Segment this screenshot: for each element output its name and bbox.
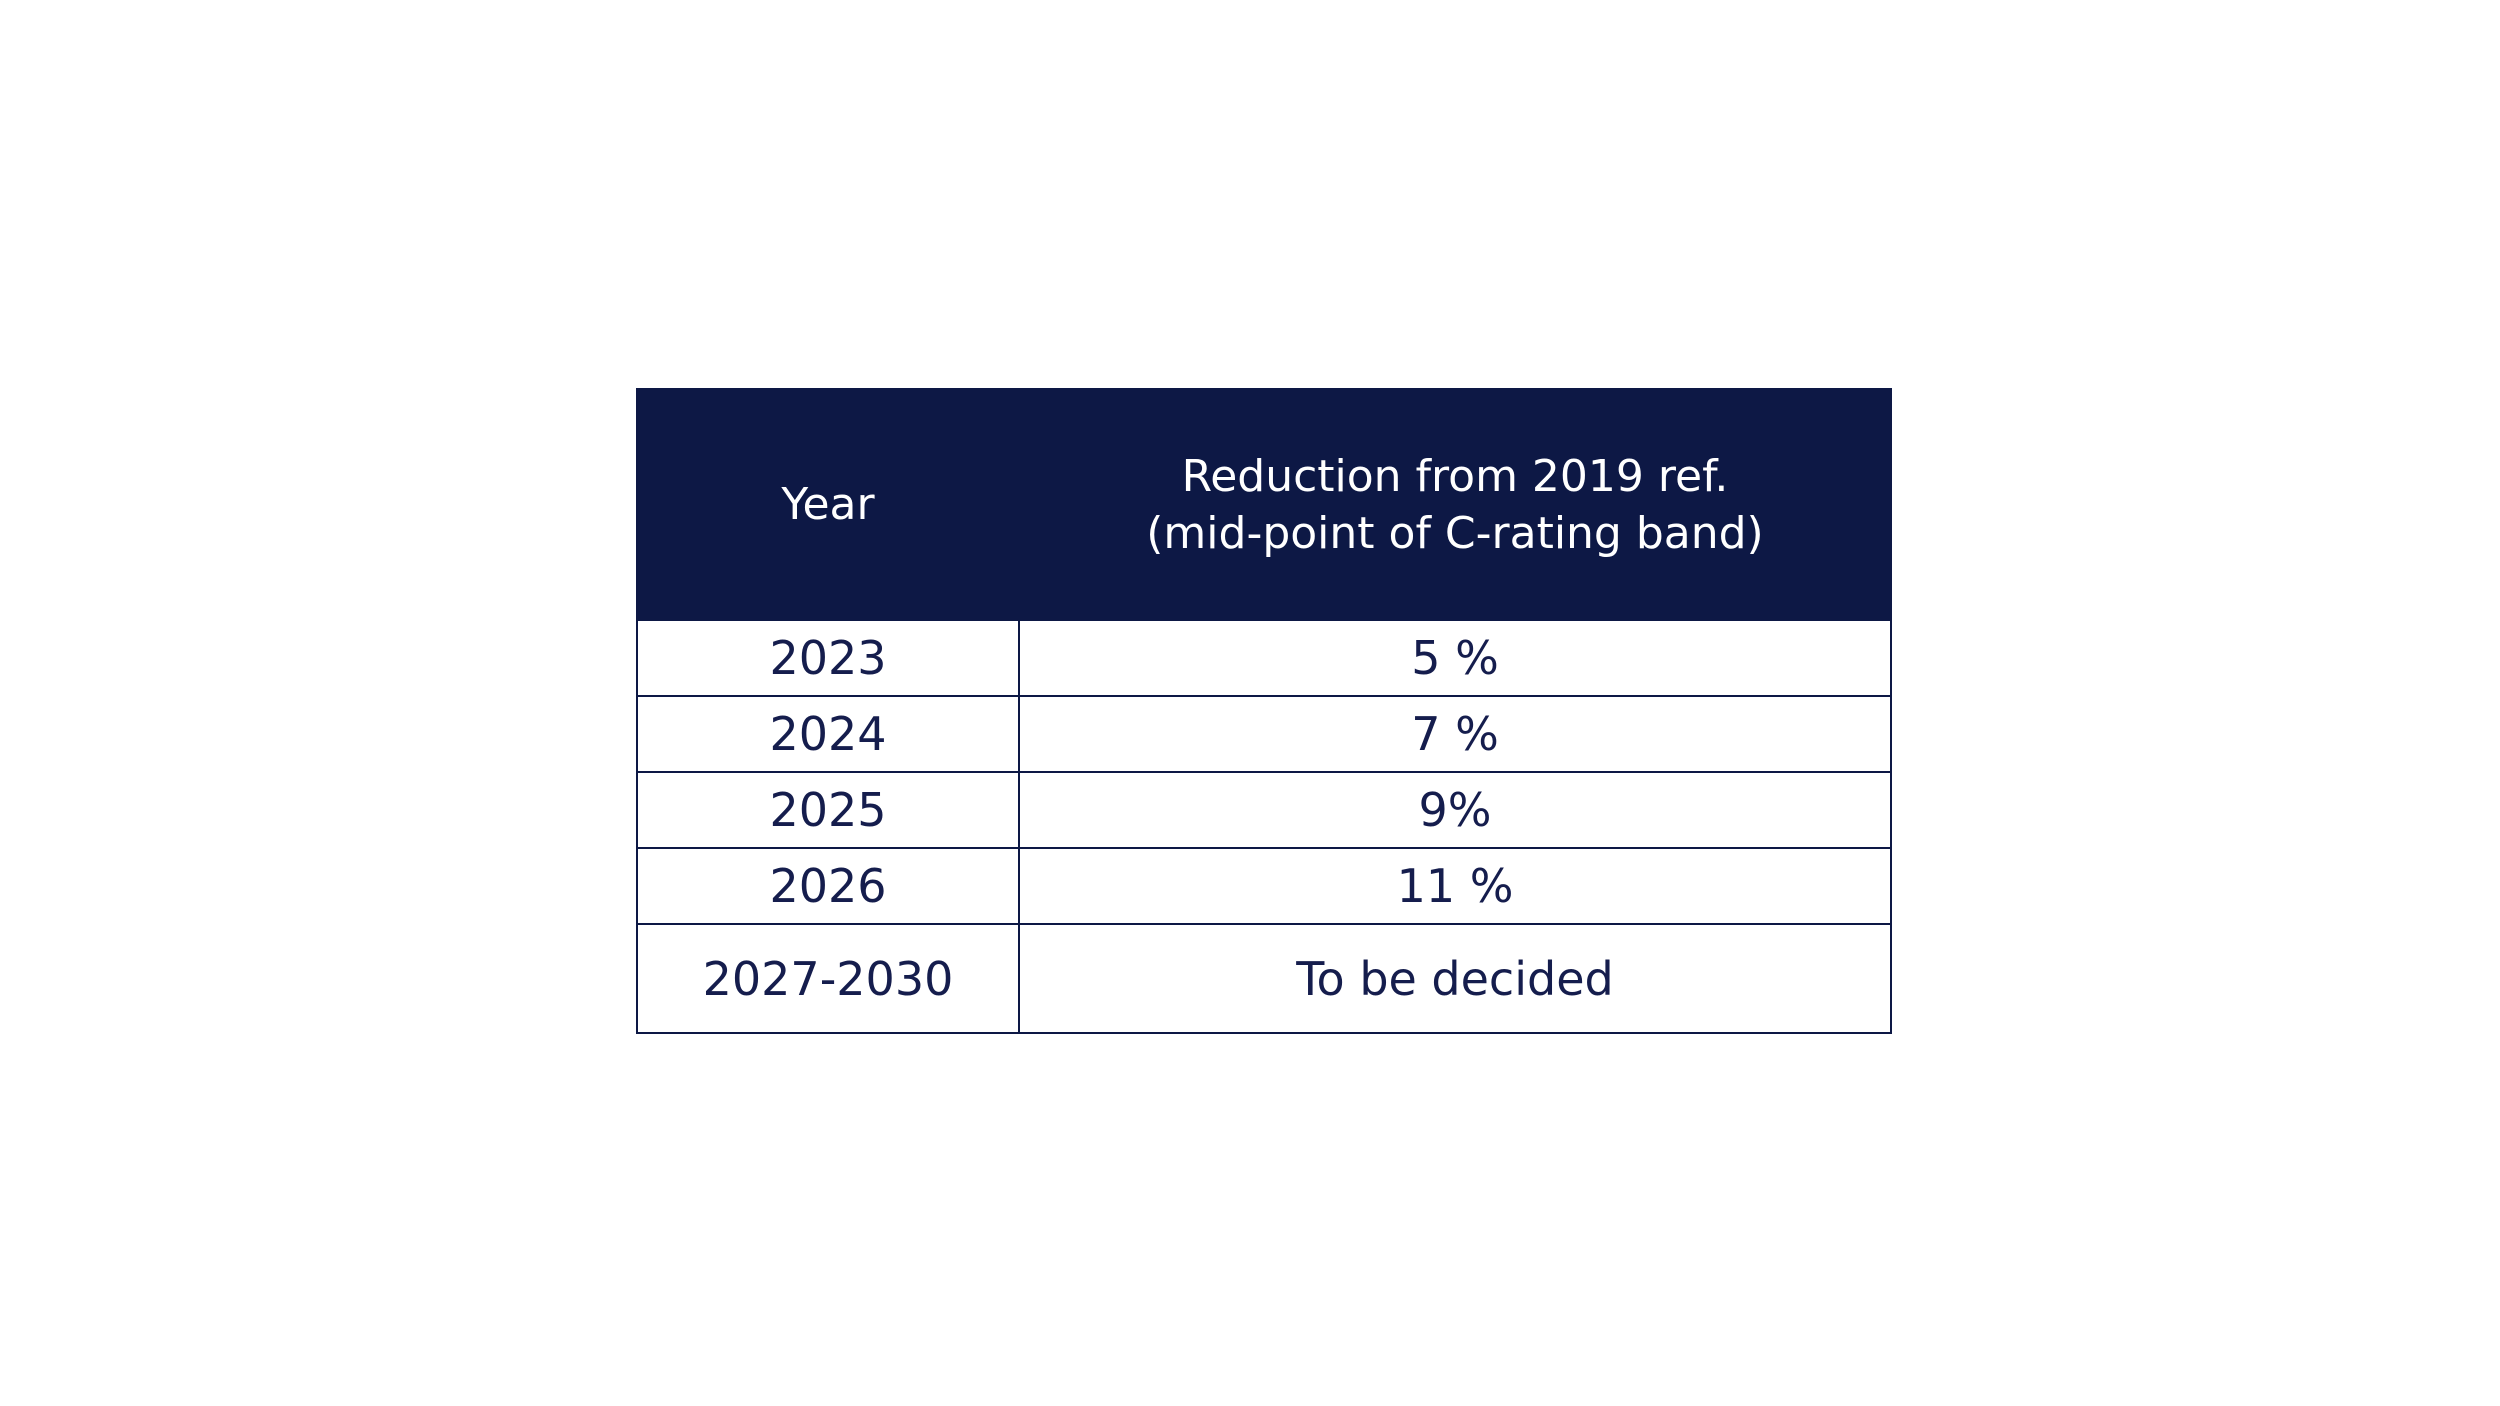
reduction-cell: 9% [1018, 771, 1892, 849]
reduction-cell: 5 % [1018, 619, 1892, 697]
table-row: 2025 9% [636, 771, 1892, 849]
year-cell: 2024 [636, 695, 1020, 773]
header-line: Reduction from 2019 ref. [1181, 450, 1729, 502]
reduction-cell: 11 % [1018, 847, 1892, 925]
year-cell: 2026 [636, 847, 1020, 925]
year-cell: 2025 [636, 771, 1020, 849]
table-row: 2026 11 % [636, 847, 1892, 925]
table-row: 2027-2030 To be decided [636, 923, 1892, 1034]
table-body: 2023 5 % 2024 7 % 2025 9% 2026 11 % 2027-2030 To … [636, 619, 1892, 1034]
year-cell: 2023 [636, 619, 1020, 697]
reduction-table: Year Reduction from 2019 ref. (mid-point… [636, 388, 1892, 1034]
year-cell: 2027-2030 [636, 923, 1020, 1034]
table-row: 2024 7 % [636, 695, 1892, 773]
header-line: (mid-point of C-rating band) [1146, 507, 1764, 559]
header-row: Year Reduction from 2019 ref. (mid-point… [636, 388, 1892, 621]
reduction-cell: 7 % [1018, 695, 1892, 773]
reduction-cell: To be decided [1018, 923, 1892, 1034]
header-cell: Reduction from 2019 ref. (mid-point of C… [1018, 388, 1892, 621]
header-cell: Year [636, 388, 1020, 621]
table-row: 2023 5 % [636, 619, 1892, 697]
